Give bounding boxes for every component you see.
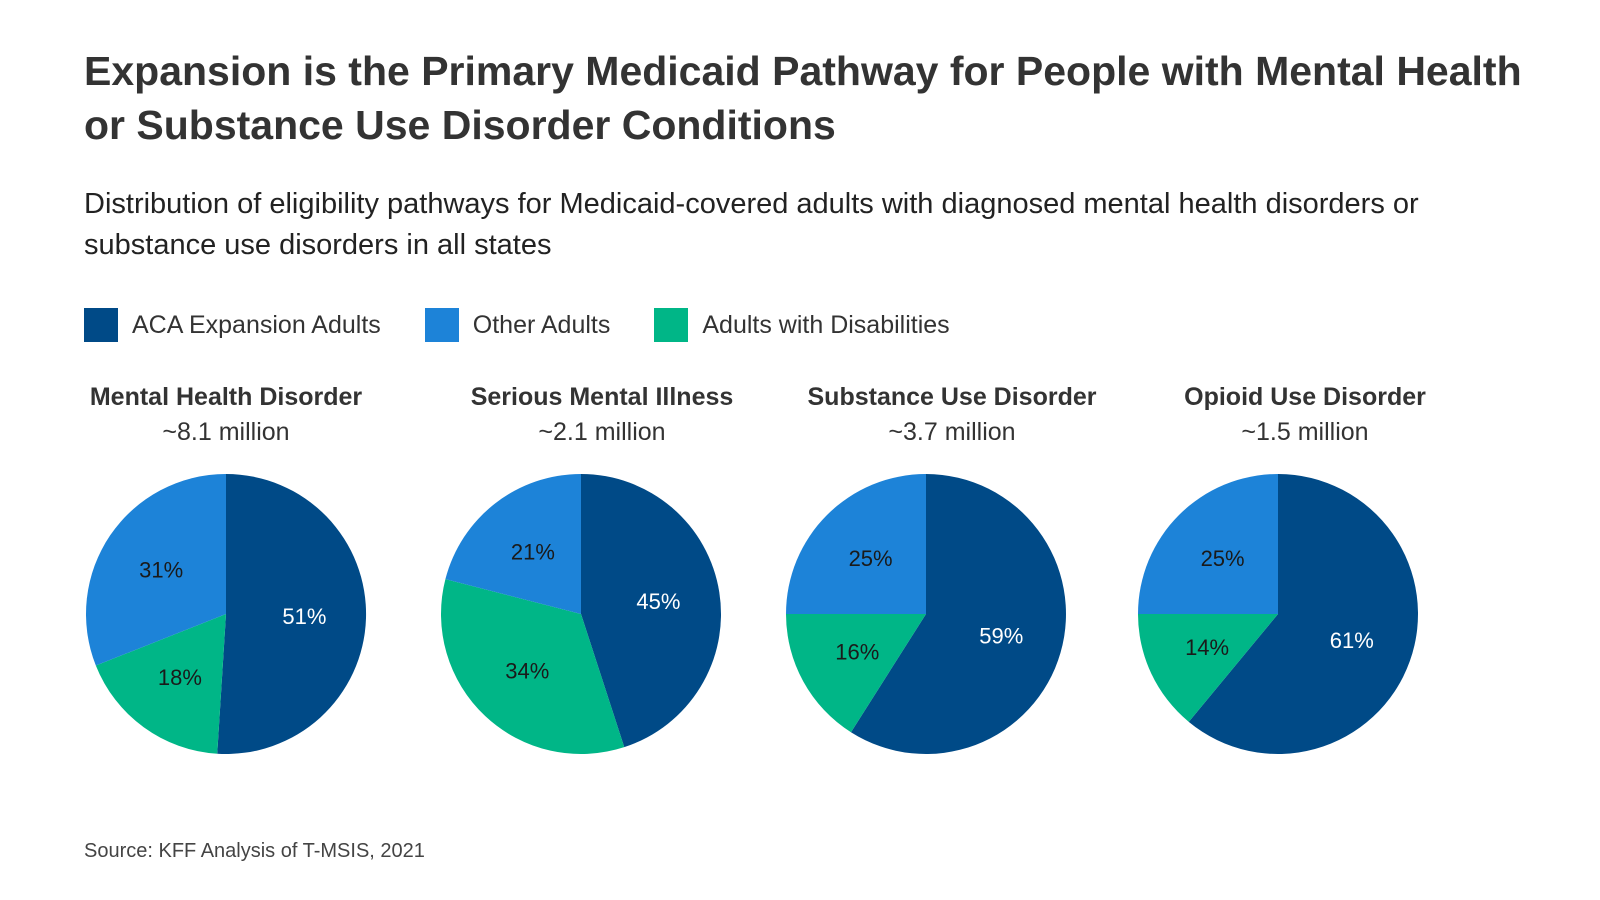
pie-slice [441, 579, 625, 755]
pie-header-mental-health: Mental Health Disorder ~8.1 million [46, 380, 406, 450]
pie-slice-label: 14% [1185, 635, 1229, 660]
pie-title: Opioid Use Disorder [1184, 383, 1426, 411]
pie-chart: 45% 34% 21% [441, 474, 722, 755]
legend-label-aca-expansion: ACA Expansion Adults [132, 310, 381, 339]
pie-slice-label: 25% [1201, 546, 1245, 571]
legend: ACA Expansion Adults Other Adults Adults… [84, 308, 994, 342]
pie-chart: 51% 18% 31% [85, 473, 367, 754]
pie-chart: 61% 14% 25% [1138, 474, 1419, 754]
pie-slice-label: 61% [1330, 628, 1374, 653]
pie-slice [581, 474, 722, 748]
pie-title: Serious Mental Illness [470, 383, 734, 411]
pie-slice-label: 16% [835, 639, 879, 664]
pie-total: ~2.1 million [538, 418, 666, 446]
pie-slice-label: 51% [282, 604, 326, 629]
pie-slice-label: 21% [511, 540, 555, 565]
legend-label-other-adults: Other Adults [472, 310, 611, 339]
pie-slice-label: 31% [139, 557, 183, 582]
pie-slice [785, 614, 926, 733]
source-note: Source: KFF Analysis of T-MSIS, 2021 [84, 840, 425, 862]
pie-chart: 59% 16% 25% [785, 474, 1066, 754]
legend-item-disabilities: Adults with Disabilities [654, 308, 950, 342]
pie-slice [850, 474, 1066, 754]
pie-total: ~8.1 million [162, 418, 290, 446]
pie-header-substance-use: Substance Use Disorder ~3.7 million [772, 380, 1132, 450]
pie-slice-label: 59% [979, 623, 1023, 648]
chart-title: Expansion is the Primary Medicaid Pathwa… [84, 48, 1522, 148]
chart-subtitle: Distribution of eligibility pathways for… [84, 188, 1419, 261]
pie-slice [1138, 614, 1278, 722]
pie-total: ~1.5 million [1241, 418, 1369, 446]
pie-slice [445, 474, 581, 614]
legend-item-other-adults: Other Adults [424, 308, 611, 342]
pie-slice [217, 473, 367, 754]
pie-slice-label: 18% [158, 665, 202, 690]
legend-swatch-disabilities [654, 308, 689, 342]
pie-slice [786, 474, 926, 614]
pie-slice [1188, 474, 1419, 754]
pie-title: Mental Health Disorder [89, 383, 363, 411]
legend-label-disabilities: Adults with Disabilities [702, 310, 950, 339]
pie-header-opioid-use: Opioid Use Disorder ~1.5 million [1125, 380, 1485, 450]
pie-header-serious-mental-illness: Serious Mental Illness ~2.1 million [422, 380, 782, 450]
pie-slice [95, 614, 226, 754]
pie-slice-label: 34% [505, 659, 549, 684]
legend-swatch-other-adults [424, 308, 459, 342]
legend-item-aca-expansion: ACA Expansion Adults [84, 308, 381, 342]
pie-title: Substance Use Disorder [807, 383, 1097, 411]
pie-slice [85, 474, 227, 666]
pie-total: ~3.7 million [888, 418, 1016, 446]
pie-slice-label: 45% [636, 589, 680, 614]
pie-slice-label: 25% [849, 546, 893, 571]
legend-swatch-aca-expansion [84, 308, 118, 342]
pie-slice [1138, 474, 1278, 614]
